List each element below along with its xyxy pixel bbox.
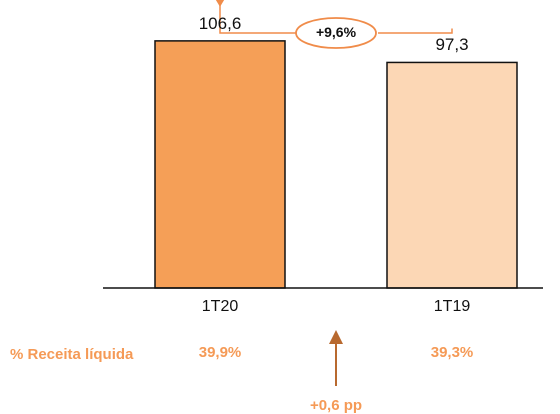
margin-change-arrowhead <box>329 330 343 344</box>
value-label-1T20: 106,6 <box>198 13 242 33</box>
margin-value-1T19: 39,3% <box>430 344 474 361</box>
bar-1T20 <box>154 40 286 289</box>
margin-value-1T20: 39,9% <box>198 344 242 361</box>
margin-change-text: +0,6 pp <box>309 397 363 414</box>
tick-label-1T19: 1T19 <box>433 298 471 315</box>
tick-label-1T20: 1T20 <box>201 298 239 315</box>
value-label-1T19: 97,3 <box>435 35 469 55</box>
growth-arrowhead <box>215 0 225 7</box>
growth-connector-right <box>378 28 453 34</box>
growth-connector-left <box>219 0 296 34</box>
bar-1T19 <box>386 61 518 289</box>
margin-label: % Receita líquida <box>10 346 134 363</box>
growth-annotation-oval <box>295 17 377 49</box>
growth-annotation-text: +9,6% <box>315 24 357 40</box>
